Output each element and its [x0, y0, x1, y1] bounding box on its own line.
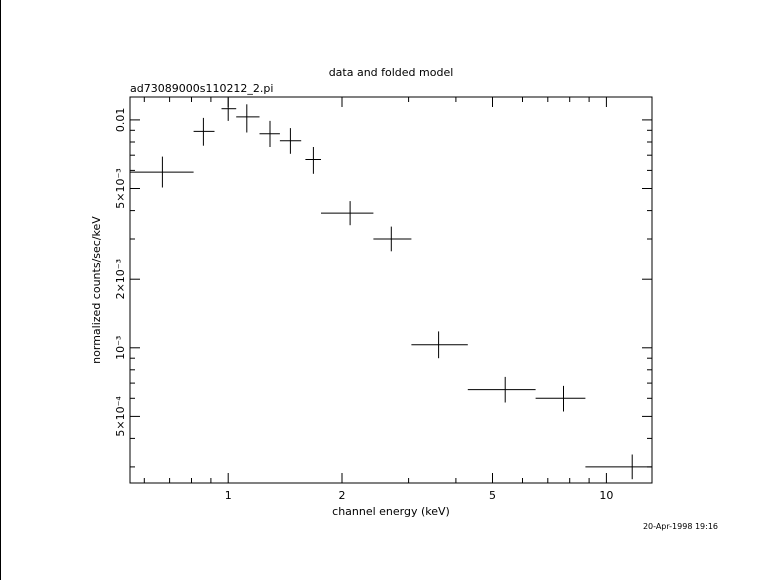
data-point	[193, 117, 215, 146]
data-point	[130, 156, 194, 188]
data-point	[373, 226, 412, 252]
data-point	[236, 104, 260, 133]
data-point	[321, 201, 374, 226]
x-tick-label: 1	[225, 489, 232, 502]
y-tick-label: 0.01	[114, 108, 127, 132]
data-point	[467, 376, 536, 403]
data-point	[305, 147, 321, 174]
axes-layer: 1 2 5 10 0.01 5×10⁻³ 2×10⁻³ 10⁻³ 5×10⁻⁴	[114, 97, 652, 502]
y-axis-label: normalized counts/sec/keV	[90, 216, 103, 364]
x-tick-label: 2	[339, 489, 346, 502]
y-tick-label: 5×10⁻⁴	[114, 396, 127, 437]
data-layer	[130, 97, 652, 480]
timestamp: 20-Apr-1998 19:16	[643, 522, 718, 531]
data-point	[535, 385, 586, 412]
data-point	[259, 120, 280, 147]
data-point	[279, 128, 302, 154]
x-tick-label: 5	[489, 489, 496, 502]
y-tick-label: 5×10⁻³	[114, 168, 127, 208]
chart-subtitle: ad73089000s110212_2.pi	[130, 82, 273, 95]
data-point	[411, 331, 468, 359]
data-point	[221, 97, 237, 121]
chart-title: data and folded model	[329, 66, 454, 79]
window-left-border	[0, 0, 1, 580]
y-tick-label: 2×10⁻³	[114, 259, 127, 299]
plot-frame	[129, 96, 653, 484]
y-tick-label: 10⁻³	[114, 336, 127, 360]
x-axis-label: channel energy (keV)	[332, 505, 450, 518]
data-point	[585, 454, 652, 480]
x-tick-label: 10	[599, 489, 613, 502]
